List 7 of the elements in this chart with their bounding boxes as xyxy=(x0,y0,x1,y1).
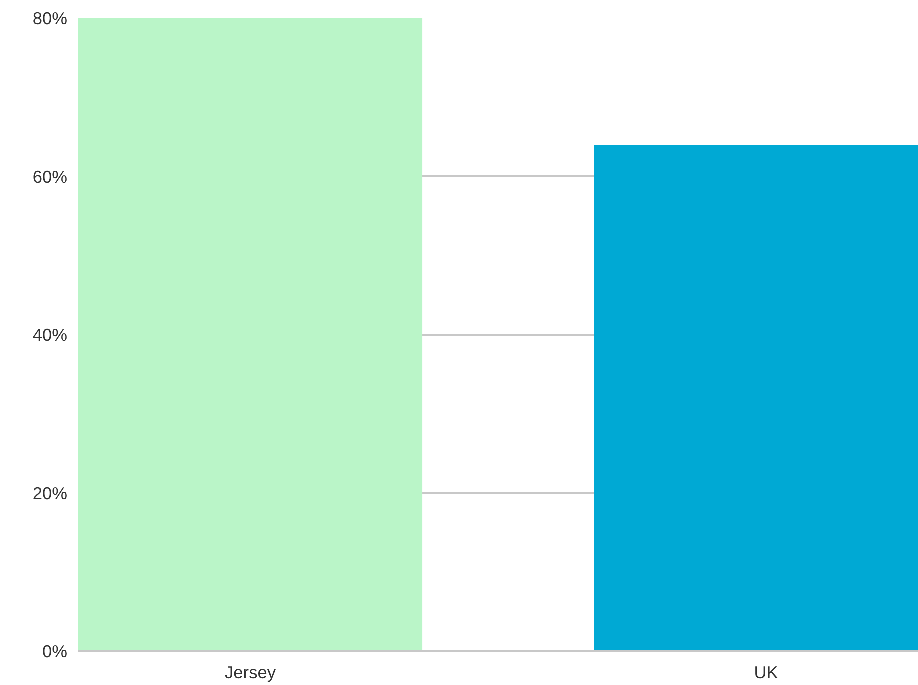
y-tick-label: 60% xyxy=(32,166,68,187)
y-tick-label: 0% xyxy=(42,642,68,662)
y-tick-label: 20% xyxy=(32,483,68,504)
x-tick-label: Jersey xyxy=(225,662,276,682)
y-tick-label: 80% xyxy=(32,8,68,28)
y-tick-label: 40% xyxy=(32,325,68,345)
x-tick-label: UK xyxy=(754,662,779,682)
